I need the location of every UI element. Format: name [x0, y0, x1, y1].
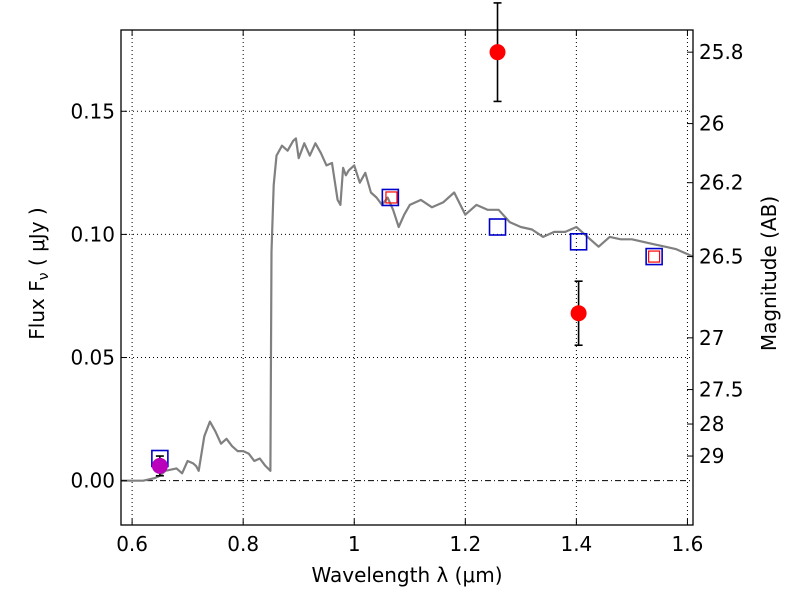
y-tick-label-3: 0.15 [70, 99, 115, 123]
x-tick-label-2: 1 [348, 532, 361, 556]
y2-tick-label-7: 29 [699, 444, 724, 468]
model-square-2 [488, 218, 507, 236]
x-tick-label-3: 1.2 [449, 532, 481, 556]
y-axis: 0.00 0.05 0.10 0.15 [70, 99, 127, 493]
y-axis-title: Flux Fν ( μJy ) [25, 207, 52, 339]
observed-point-red-1 [570, 305, 587, 322]
y2-tick-label-3: 26.5 [699, 245, 744, 269]
y2-tick-label-1: 26 [699, 112, 724, 136]
y2-tick-label-6: 28 [699, 412, 724, 436]
x-tick-label-0: 0.6 [116, 532, 148, 556]
spectrum-layer [121, 137, 694, 482]
y-axis-title-main: Flux F [25, 280, 49, 339]
y-axis-title-sub: ν [36, 272, 52, 280]
plot-frame [120, 29, 694, 526]
observed-point-magenta-0 [151, 457, 168, 474]
y2-axis: 25.8 26 26.2 26.5 27 27.5 28 29 [687, 40, 744, 468]
small-square-0 [385, 191, 398, 204]
x-axis: 0.6 0.8 1 1.2 1.4 1.6 [116, 30, 703, 556]
x-tick-label-4: 1.4 [560, 532, 592, 556]
y-axis-title-unit: ( μJy ) [25, 207, 49, 272]
spectrum-line [121, 137, 694, 482]
x-tick-label-5: 1.6 [672, 532, 704, 556]
model-square-4 [645, 247, 663, 266]
grid [121, 30, 693, 525]
y2-tick-label-2: 26.2 [699, 171, 744, 195]
model-square-1 [381, 188, 400, 207]
points-layer [151, 2, 663, 477]
x-axis-title: Wavelength λ (μm) [311, 563, 502, 587]
y-tick-label-2: 0.10 [70, 222, 115, 246]
observed-point-red-0 [489, 44, 506, 61]
y2-tick-label-5: 27.5 [699, 378, 744, 402]
small-square-1 [648, 250, 661, 263]
y-tick-label-0: 0.00 [70, 469, 115, 493]
model-square-3 [569, 232, 588, 251]
x-tick-label-1: 0.8 [227, 532, 259, 556]
y-tick-label-1: 0.05 [70, 346, 115, 370]
y2-tick-label-0: 25.8 [699, 40, 744, 64]
y2-axis-title: Magnitude (AB) [757, 196, 781, 351]
y2-tick-label-4: 27 [699, 326, 724, 350]
